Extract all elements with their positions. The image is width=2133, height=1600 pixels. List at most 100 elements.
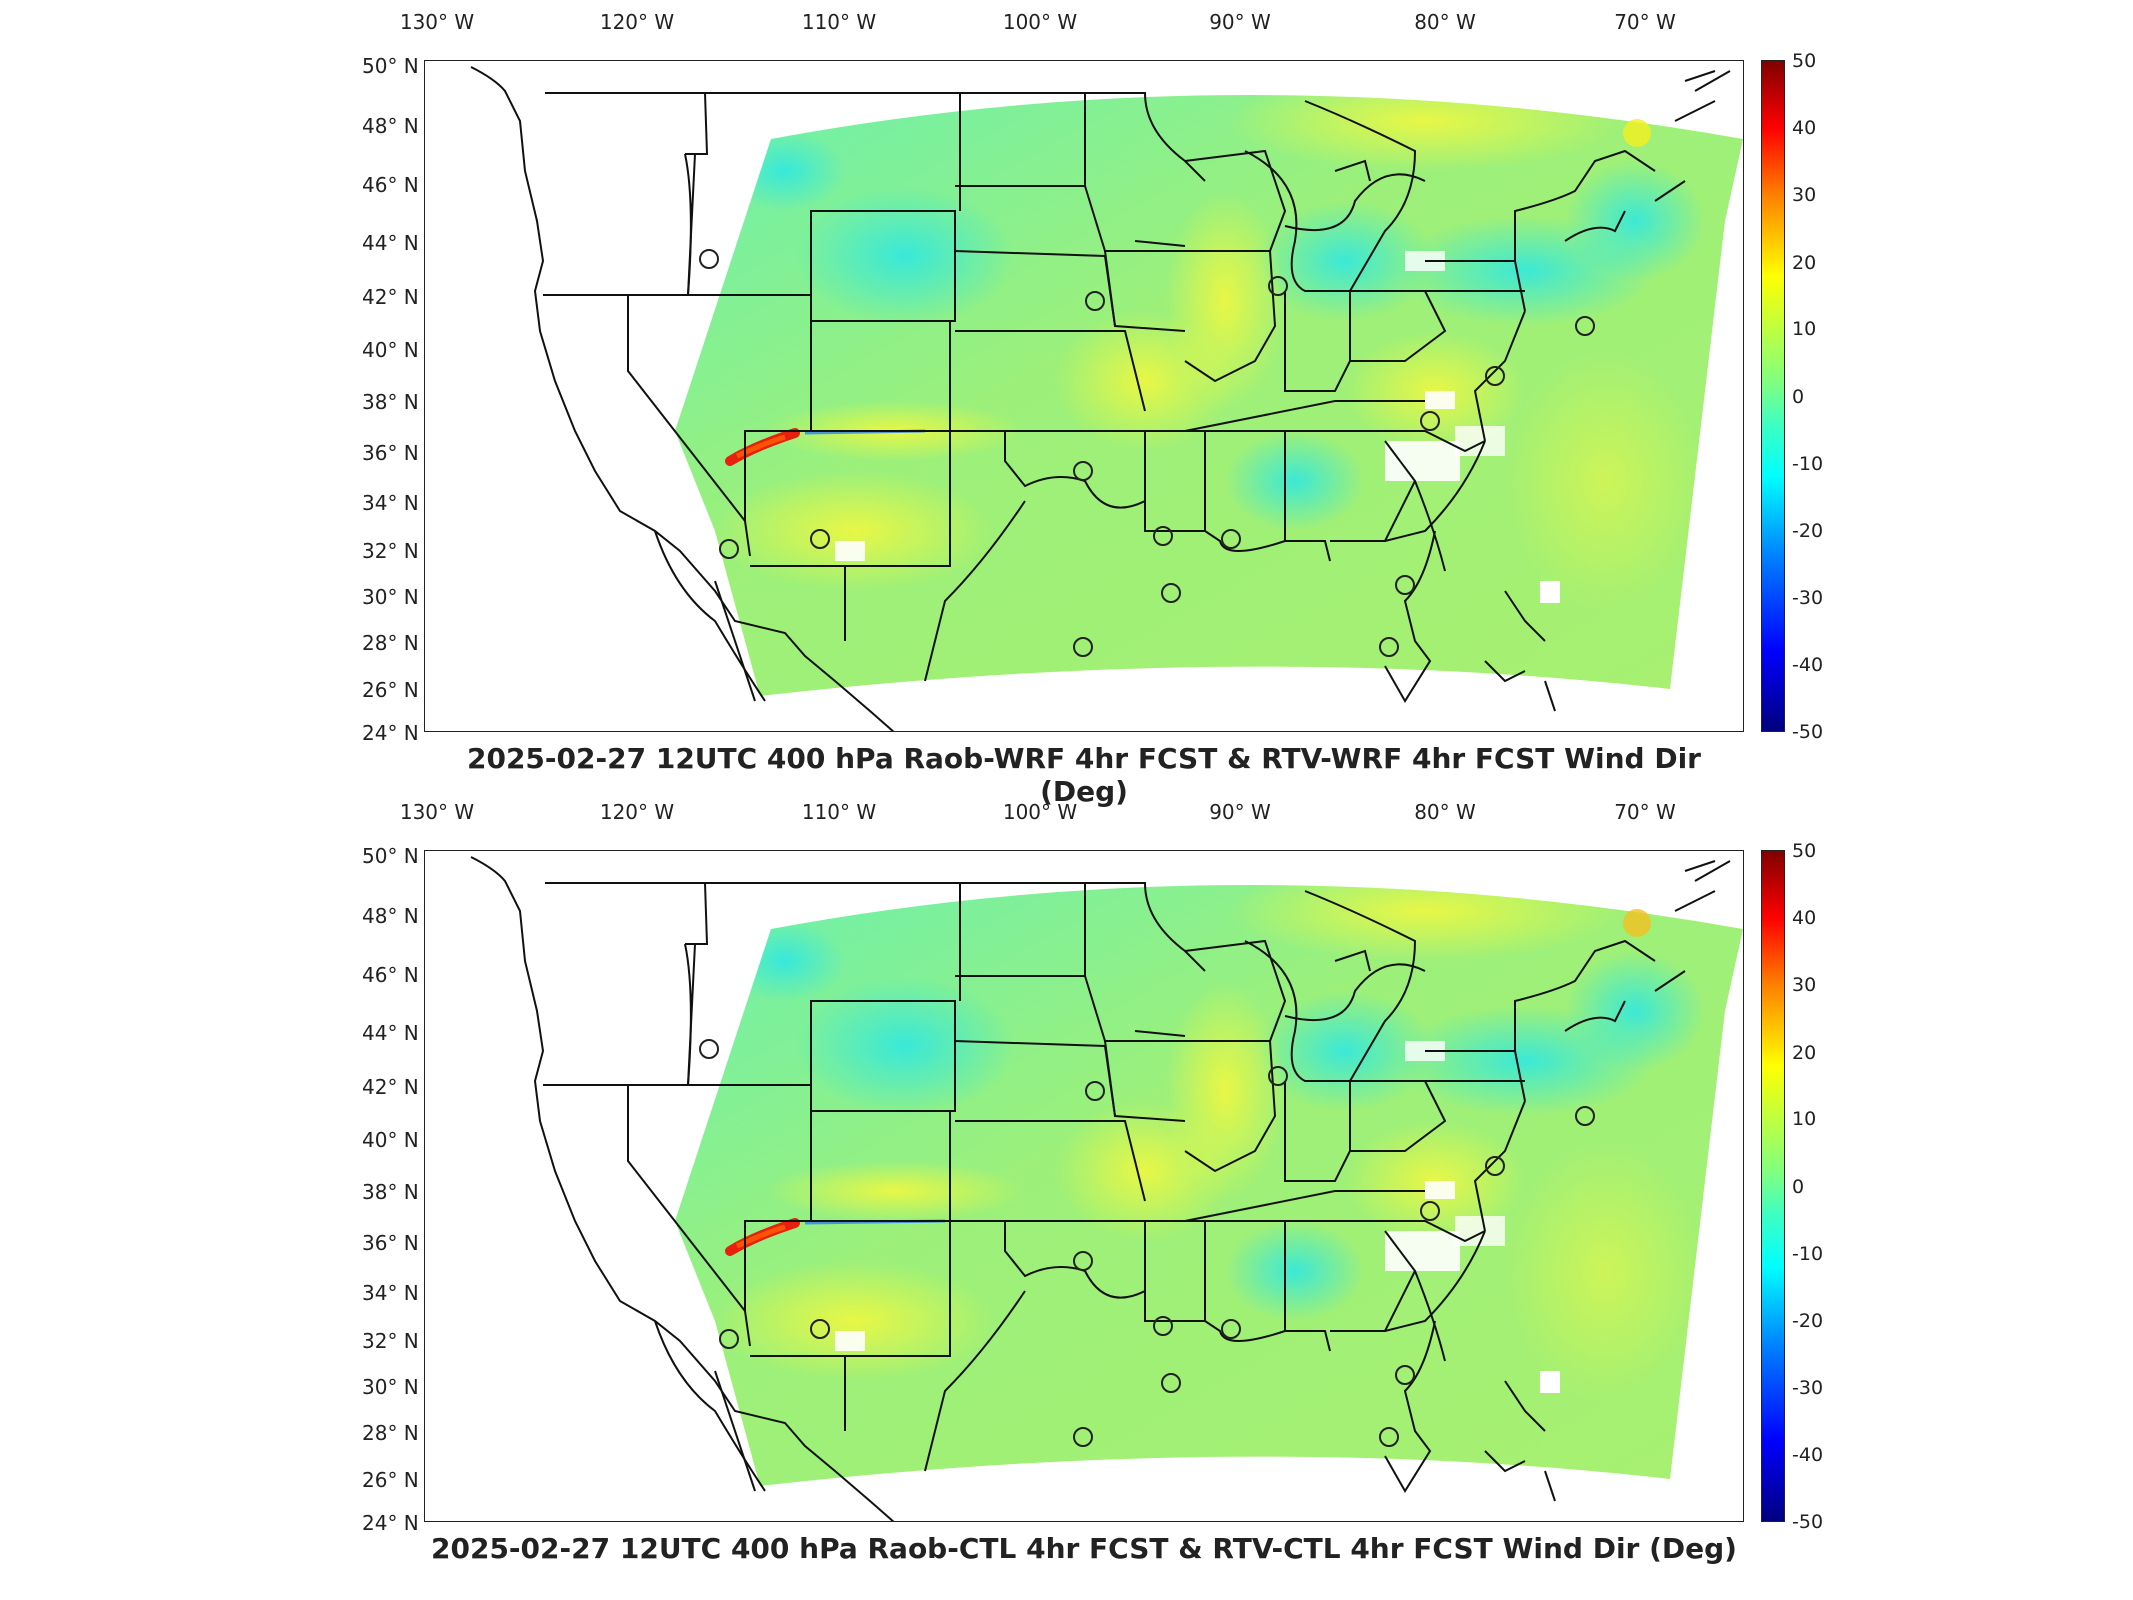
raob-site: [1073, 1427, 1093, 1447]
panel-title: 2025-02-27 12UTC 400 hPa Raob-WRF 4hr FC…: [466, 742, 1701, 808]
raob-site: [1221, 1319, 1241, 1339]
lat-tick-42n: 42° N: [362, 285, 419, 309]
lat-tick-46n: 46° N: [362, 173, 419, 197]
colorbar-tick: 50: [1792, 50, 1817, 72]
raob-site: [1395, 575, 1415, 595]
colorbar-tick: -20: [1792, 1310, 1824, 1332]
lat-tick-26n: 26° N: [362, 1468, 419, 1492]
lat-tick-34n: 34° N: [362, 1281, 419, 1305]
map-frame: [424, 60, 1744, 732]
raob-site: [719, 1329, 739, 1349]
lon-tick-130w: 130° W: [399, 800, 475, 824]
lat-tick-38n: 38° N: [362, 390, 419, 414]
lat-tick-48n: 48° N: [362, 114, 419, 138]
raob-site: [1575, 316, 1595, 336]
lon-tick-100w: 100° W: [1002, 10, 1078, 34]
raob-site: [1575, 1106, 1595, 1126]
lat-tick-34n: 34° N: [362, 491, 419, 515]
raob-site: [1485, 366, 1505, 386]
raob-site: [1073, 461, 1093, 481]
colorbar-tick: 0: [1792, 1176, 1805, 1198]
lat-tick-32n: 32° N: [362, 539, 419, 563]
lat-tick-40n: 40° N: [362, 1128, 419, 1152]
panel-top: 130° W 120° W 110° W 100° W 90° W 80° W …: [0, 0, 2133, 808]
raob-site: [1161, 583, 1181, 603]
colorbar-tick: -10: [1792, 453, 1824, 475]
state-boundaries: [470, 66, 1731, 731]
colorbar-tick: 50: [1792, 840, 1817, 862]
lon-tick-120w: 120° W: [599, 800, 675, 824]
raob-site: [1395, 1365, 1415, 1385]
lon-tick-120w: 120° W: [599, 10, 675, 34]
raob-site: [1085, 291, 1105, 311]
lon-tick-70w: 70° W: [1614, 800, 1676, 824]
colorbar-tick: 10: [1792, 1108, 1817, 1130]
colorbar-tick: 20: [1792, 252, 1817, 274]
panel-title: 2025-02-27 12UTC 400 hPa Raob-CTL 4hr FC…: [431, 1532, 1737, 1565]
map-frame: [424, 850, 1744, 1522]
colorbar-tick: -20: [1792, 520, 1824, 542]
raob-site: [1268, 1066, 1288, 1086]
lat-tick-24n: 24° N: [362, 1511, 419, 1535]
colorbar-tick: 30: [1792, 184, 1817, 206]
colorbar: [1761, 60, 1785, 732]
lon-tick-90w: 90° W: [1209, 10, 1271, 34]
colorbar-tick: -50: [1792, 721, 1824, 743]
raob-site: [699, 249, 719, 269]
lat-tick-38n: 38° N: [362, 1180, 419, 1204]
colorbar-tick: 30: [1792, 974, 1817, 996]
lat-tick-24n: 24° N: [362, 721, 419, 745]
raob-site: [810, 1319, 830, 1339]
wind-direction-map: [470, 856, 1743, 1521]
raob-site: [1485, 1156, 1505, 1176]
colorbar: [1761, 850, 1785, 1522]
raob-site: [1379, 637, 1399, 657]
state-boundaries: [470, 856, 1731, 1521]
raob-site: [1420, 1201, 1440, 1221]
raob-site: [1161, 1373, 1181, 1393]
lat-tick-44n: 44° N: [362, 1021, 419, 1045]
raob-site: [699, 1039, 719, 1059]
wind-direction-map: [470, 66, 1743, 731]
lat-tick-50n: 50° N: [362, 54, 419, 78]
colorbar-tick: 40: [1792, 907, 1817, 929]
colorbar-tick: 40: [1792, 117, 1817, 139]
lat-tick-44n: 44° N: [362, 231, 419, 255]
lat-tick-46n: 46° N: [362, 963, 419, 987]
lat-tick-28n: 28° N: [362, 631, 419, 655]
raob-site-markers: [699, 1039, 1595, 1447]
colorbar-tick: 0: [1792, 386, 1805, 408]
raob-site: [810, 529, 830, 549]
lat-tick-36n: 36° N: [362, 441, 419, 465]
colorbar-tick: -40: [1792, 654, 1824, 676]
raob-site: [1153, 526, 1173, 546]
lat-tick-36n: 36° N: [362, 1231, 419, 1255]
raob-site: [1073, 637, 1093, 657]
colorbar-tick: -30: [1792, 587, 1824, 609]
colorbar-tick: -10: [1792, 1243, 1824, 1265]
lon-tick-100w: 100° W: [1002, 800, 1078, 824]
wind-field-layer: [675, 885, 1743, 1486]
raob-site: [1153, 1316, 1173, 1336]
lat-tick-48n: 48° N: [362, 904, 419, 928]
raob-site: [1268, 276, 1288, 296]
colorbar-tick: 20: [1792, 1042, 1817, 1064]
raob-site: [1085, 1081, 1105, 1101]
colorbar-tick: -50: [1792, 1511, 1824, 1533]
lon-tick-110w: 110° W: [801, 800, 877, 824]
lat-tick-28n: 28° N: [362, 1421, 419, 1445]
lat-tick-30n: 30° N: [362, 585, 419, 609]
lon-tick-70w: 70° W: [1614, 10, 1676, 34]
lat-tick-32n: 32° N: [362, 1329, 419, 1353]
lon-tick-110w: 110° W: [801, 10, 877, 34]
lat-tick-42n: 42° N: [362, 1075, 419, 1099]
lat-tick-50n: 50° N: [362, 844, 419, 868]
raob-site: [1420, 411, 1440, 431]
raob-site: [1221, 529, 1241, 549]
lon-tick-90w: 90° W: [1209, 800, 1271, 824]
colorbar-tick: -40: [1792, 1444, 1824, 1466]
raob-site: [1073, 1251, 1093, 1271]
lat-tick-40n: 40° N: [362, 338, 419, 362]
lat-tick-30n: 30° N: [362, 1375, 419, 1399]
raob-site: [1379, 1427, 1399, 1447]
